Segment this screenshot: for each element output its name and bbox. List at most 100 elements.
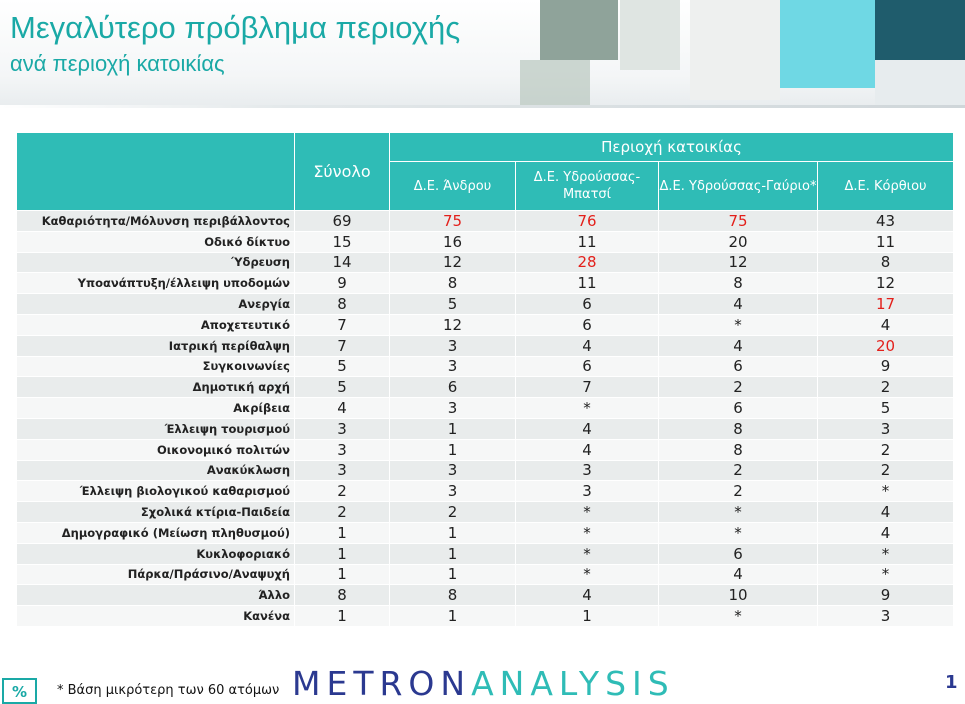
row-label: Καθαριότητα/Μόλυνση περιβάλλοντος [16, 210, 295, 232]
cell-value: 10 [658, 584, 818, 607]
cell-total: 7 [294, 314, 390, 336]
cell-value: * [658, 522, 818, 544]
header-divider [0, 105, 965, 108]
cell-value: 9 [817, 356, 955, 378]
cell-total: 5 [294, 376, 390, 399]
row-label: Ανακύκλωση [16, 460, 295, 482]
table-row: Έλλειψη βιολογικού καθαρισμού 2 3 3 2 * [16, 480, 955, 503]
cell-value: 6 [658, 397, 818, 419]
row-label: Έλλειψη βιολογικού καθαρισμού [16, 480, 295, 503]
table-body: Καθαριότητα/Μόλυνση περιβάλλοντος 69 75 76 7… [16, 210, 955, 627]
cell-value: 3 [389, 356, 516, 378]
cell-value: 4 [817, 501, 955, 523]
decor-square [875, 0, 965, 60]
cell-value: 3 [389, 480, 516, 503]
cell-total: 7 [294, 335, 390, 357]
table-row: Έλλειψη τουρισμού 3 1 4 8 3 [16, 418, 955, 440]
cell-value: 8 [817, 252, 955, 274]
cell-value: 28 [515, 252, 659, 274]
column-group-region: Περιοχή κατοικίας [388, 132, 955, 162]
cell-total: 15 [294, 231, 390, 253]
row-label: Ύδρευση [16, 252, 295, 274]
row-label: Δημοτική αρχή [16, 376, 295, 399]
cell-value: 5 [389, 293, 516, 315]
cell-value: 1 [515, 605, 659, 627]
cell-value: 4 [817, 314, 955, 336]
cell-value: 6 [658, 543, 818, 565]
row-label: Κυκλοφοριακό [16, 543, 295, 565]
cell-value: 20 [658, 231, 818, 253]
table-row: Συγκοινωνίες 5 3 6 6 9 [16, 356, 955, 378]
cell-value: 2 [658, 480, 818, 503]
column-header-total: Σύνολο [294, 132, 390, 211]
cell-total: 1 [294, 564, 390, 586]
cell-value: * [817, 543, 955, 565]
cell-total: 2 [294, 480, 390, 503]
cell-value: 8 [658, 439, 818, 461]
row-label: Πάρκα/Πράσινο/Αναψυχή [16, 564, 295, 586]
cell-total: 1 [294, 522, 390, 544]
cell-value: 3 [817, 418, 955, 440]
cell-value: 8 [658, 272, 818, 295]
cell-value: 2 [389, 501, 516, 523]
logo-text-analysis: ANALYSIS [471, 664, 675, 703]
row-label: Ακρίβεια [16, 397, 295, 419]
column-header: Δ.Ε. Υδρούσσας-Γαύριο* [658, 161, 818, 211]
cell-value: 2 [817, 376, 955, 399]
row-label: Ιατρική περίθαλψη [16, 335, 295, 357]
cell-value: * [515, 543, 659, 565]
cell-value: 1 [389, 522, 516, 544]
cell-value: 8 [658, 418, 818, 440]
table-row: Ανεργία 8 5 6 4 17 [16, 293, 955, 315]
cell-total: 14 [294, 252, 390, 274]
decor-square [875, 60, 965, 105]
column-header: Δ.Ε. Υδρούσσας-Μπατσί [515, 161, 659, 211]
decor-square [780, 0, 875, 88]
cell-total: 8 [294, 584, 390, 607]
cell-value: 6 [389, 376, 516, 399]
cell-value: 8 [389, 272, 516, 295]
column-header: Δ.Ε. Κόρθιου [816, 161, 955, 211]
cell-value: 3 [515, 460, 659, 482]
table-row: Υποανάπτυξη/έλλειψη υποδομών 9 8 11 8 12 [16, 272, 955, 295]
page-title: Μεγαλύτερο πρόβλημα περιοχής [10, 10, 461, 45]
table-row: Κυκλοφοριακό 1 1 * 6 * [16, 543, 955, 565]
decor-square [540, 0, 618, 60]
table-row: Ανακύκλωση 3 3 3 2 2 [16, 460, 955, 482]
cell-value: 17 [817, 293, 955, 315]
cell-value: 11 [515, 231, 659, 253]
cell-value: 9 [817, 584, 955, 607]
row-label: Οδικό δίκτυο [16, 231, 295, 253]
row-label: Κανένα [16, 605, 295, 627]
cell-value: 12 [658, 252, 818, 274]
cell-value: 1 [389, 543, 516, 565]
header-banner: Μεγαλύτερο πρόβλημα περιοχής ανά περιοχή… [0, 0, 965, 108]
cell-value: 1 [389, 418, 516, 440]
cell-total: 3 [294, 418, 390, 440]
cell-value: 4 [515, 584, 659, 607]
cell-value: 2 [658, 460, 818, 482]
cell-value: * [515, 501, 659, 523]
cell-value: 2 [817, 460, 955, 482]
cell-value: 43 [817, 210, 955, 232]
page-subtitle: ανά περιοχή κατοικίας [10, 51, 225, 76]
cell-total: 9 [294, 272, 390, 295]
cell-value: 6 [515, 356, 659, 378]
cell-value: 6 [658, 356, 818, 378]
cell-value: 75 [658, 210, 818, 232]
cell-value: 3 [389, 460, 516, 482]
cell-value: 1 [389, 605, 516, 627]
column-header: Δ.Ε. Άνδρου [389, 161, 516, 211]
cell-value: 2 [817, 439, 955, 461]
table-corner [16, 132, 295, 211]
cell-value: 75 [389, 210, 516, 232]
cell-value: 12 [389, 252, 516, 274]
table-row: Οικονομικό πολιτών 3 1 4 8 2 [16, 439, 955, 461]
row-label: Σχολικά κτίρια-Παιδεία [16, 501, 295, 523]
cell-value: 4 [658, 335, 818, 357]
cell-value: 6 [515, 314, 659, 336]
cell-total: 69 [294, 210, 390, 232]
table-row: Αποχετευτικό 7 12 6 * 4 [16, 314, 955, 336]
page-number: 1 [945, 672, 958, 693]
cell-value: 3 [389, 397, 516, 419]
